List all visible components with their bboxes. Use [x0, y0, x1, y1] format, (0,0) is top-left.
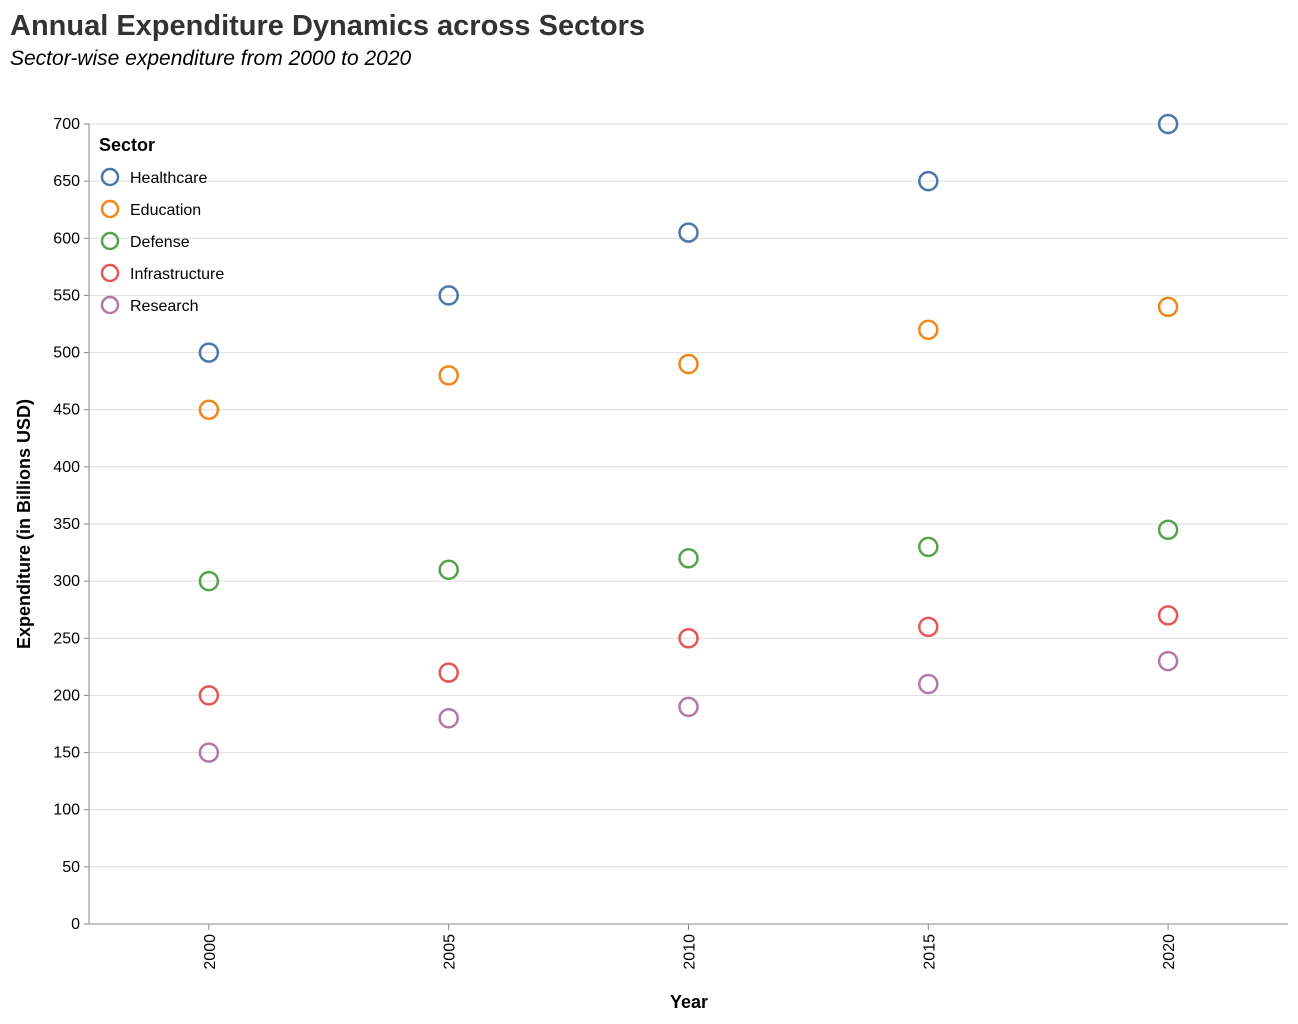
legend-title: Sector — [99, 135, 155, 155]
y-tick-label: 50 — [62, 859, 80, 876]
y-tick-label: 650 — [53, 173, 80, 190]
x-tick-label: 2000 — [202, 934, 219, 970]
point-infrastructure — [678, 628, 699, 649]
point-research — [678, 696, 699, 718]
grid-lines — [89, 123, 1288, 925]
point-education — [438, 365, 459, 386]
y-tick-label: 150 — [53, 745, 80, 762]
point-defense — [438, 559, 459, 580]
y-tick-label: 600 — [53, 230, 80, 247]
point-defense — [198, 570, 220, 592]
point-healthcare — [198, 342, 220, 363]
legend-symbol-defense — [100, 231, 120, 251]
point-defense — [918, 536, 939, 558]
chart-subtitle: Sector-wise expenditure from 2000 to 202… — [10, 47, 412, 70]
point-defense — [1157, 519, 1179, 540]
x-tick-label: 2015 — [921, 934, 938, 970]
y-tick-label: 400 — [53, 459, 80, 476]
y-tick-label: 0 — [71, 916, 80, 933]
y-tick-label: 200 — [53, 687, 80, 704]
y-tick-label: 300 — [53, 573, 80, 590]
legend-symbol-healthcare — [100, 167, 120, 187]
legend-label-healthcare: Healthcare — [130, 170, 207, 187]
point-healthcare — [918, 170, 939, 192]
legend-symbol-education — [100, 199, 120, 219]
y-tick-label: 350 — [53, 516, 80, 533]
x-axis-title: Year — [670, 992, 708, 1012]
point-research — [198, 742, 220, 763]
legend-label-research: Research — [130, 298, 198, 315]
point-research — [1157, 650, 1179, 672]
y-tick-label: 700 — [53, 116, 80, 133]
point-education — [678, 353, 699, 375]
point-infrastructure — [198, 685, 220, 706]
y-tick-label: 100 — [53, 802, 80, 819]
point-healthcare — [1157, 113, 1179, 135]
y-tick-label: 250 — [53, 630, 80, 647]
point-research — [438, 708, 459, 729]
data-points — [198, 113, 1179, 763]
y-tick-label: 500 — [53, 345, 80, 362]
x-tick-label: 2010 — [682, 934, 699, 970]
y-tick-label: 550 — [53, 287, 80, 304]
point-research — [918, 673, 939, 695]
axes: 0 50 100 150 200 250 300 350 400 450 500 550 600 650 7… — [53, 116, 1288, 970]
point-healthcare — [678, 222, 699, 243]
x-tick-label: 2020 — [1161, 934, 1178, 970]
point-education — [198, 399, 220, 420]
legend: Sector Healthcare Education Defense Infrastr… — [99, 135, 224, 315]
point-education — [918, 319, 939, 340]
legend-symbol-infrastructure — [100, 263, 120, 283]
chart-title: Annual Expenditure Dynamics across Secto… — [10, 10, 645, 42]
legend-symbol-research — [100, 295, 120, 315]
legend-label-education: Education — [130, 202, 201, 219]
legend-label-defense: Defense — [130, 234, 190, 251]
y-axis-title: Expenditure (in Billions USD) — [14, 399, 34, 649]
legend-label-infrastructure: Infrastructure — [130, 266, 224, 283]
point-healthcare — [438, 285, 459, 306]
point-defense — [678, 548, 699, 569]
x-tick-label: 2005 — [442, 934, 459, 970]
y-tick-label: 450 — [53, 402, 80, 419]
point-education — [1157, 296, 1179, 318]
point-infrastructure — [918, 616, 939, 638]
point-infrastructure — [1157, 605, 1179, 626]
point-infrastructure — [438, 662, 459, 683]
